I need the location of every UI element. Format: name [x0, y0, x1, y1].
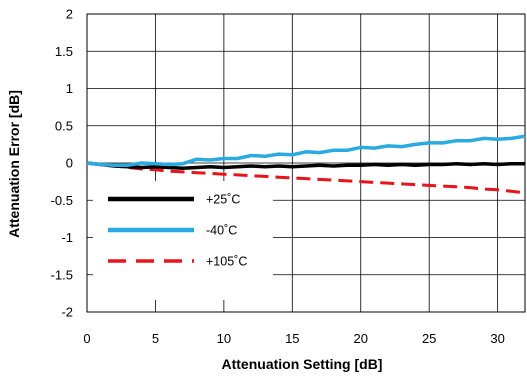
x-tick-label: 0	[83, 331, 90, 346]
y-tick-label: -2	[61, 305, 73, 320]
y-tick-label: 0.5	[55, 118, 73, 133]
x-tick-label: 5	[152, 331, 159, 346]
y-tick-label: 0	[66, 156, 73, 171]
y-tick-label: 1	[66, 81, 73, 96]
y-tick-label: -0.5	[51, 193, 73, 208]
x-tick-label: 10	[217, 331, 231, 346]
y-tick-label: 2	[66, 7, 73, 22]
y-tick-label: -1	[61, 230, 73, 245]
tick-labels: -2-1.5-1-0.500.511.520 5 10 15 20 25 30	[51, 7, 505, 347]
x-tick-label: 30	[490, 331, 504, 346]
x-tick-label: 25	[422, 331, 436, 346]
series-group	[86, 134, 526, 195]
legend-label: +25˚C	[206, 193, 240, 207]
series-line	[86, 134, 526, 167]
series-line	[86, 161, 525, 170]
y-tick-label: -1.5	[51, 267, 73, 282]
x-axis-title: Attenuation Setting [dB]	[222, 356, 383, 372]
legend: +25˚C -40˚C +105˚C	[93, 181, 273, 300]
y-tick-label: 1.5	[55, 44, 73, 59]
legend-label: +105˚C	[206, 255, 247, 269]
x-tick-label: 20	[354, 331, 368, 346]
x-tick-label: 15	[285, 331, 299, 346]
y-axis-title: Attenuation Error [dB]	[6, 90, 22, 238]
legend-label: -40˚C	[206, 224, 237, 238]
series-line	[86, 161, 526, 195]
